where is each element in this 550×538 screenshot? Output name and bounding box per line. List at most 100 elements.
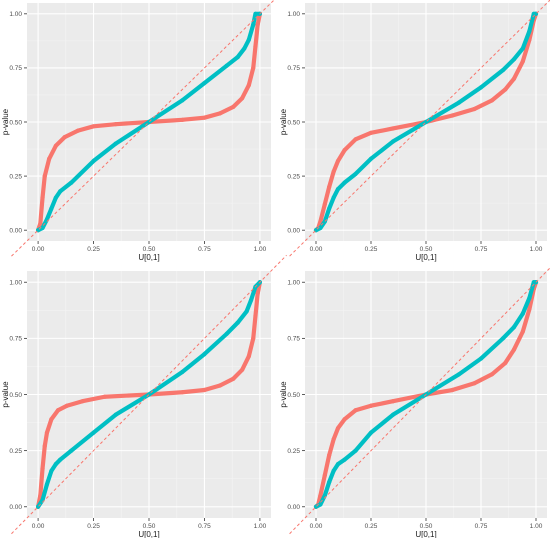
x-tick-label: 0.50 [420,246,433,253]
series-group [35,11,263,233]
series-1-point [331,437,336,442]
y-tick-label: 0.75 [9,336,22,343]
y-tick-label: 0.75 [287,336,300,343]
series-2-point [335,462,341,467]
series-1-point [511,347,517,352]
x-tick-label: 1.00 [254,523,267,530]
series-1-point [255,22,260,27]
series-2-point [527,295,532,301]
series-2-point [58,457,63,462]
series-2-point [91,430,96,435]
series-2-point [511,325,517,330]
series-2-point [478,356,484,361]
series-2-point [390,139,396,144]
series-1-point [450,387,455,393]
series-2-point [318,225,323,231]
series-2-point [235,54,240,60]
series-1-point [253,313,258,319]
series-1-point [353,408,358,413]
x-axis-title: U[0,1] [138,530,159,538]
series-2-point [49,468,54,473]
series-2-point [180,98,185,103]
x-tick-label: 0.50 [143,246,156,253]
y-tick-label: 0.25 [287,448,300,455]
series-1-point [180,390,185,395]
series-1-point [527,307,532,312]
series-1-point [64,403,70,408]
series-2-point [49,206,54,211]
x-axis-title: U[0,1] [415,530,436,538]
series-1-point [327,453,332,458]
series-2-point [368,156,374,161]
y-tick-label: 1.00 [9,280,22,287]
x-tick-label: 0.25 [87,523,100,530]
y-tick-label: 0.50 [287,119,300,126]
x-tick-label: 0.75 [475,523,488,530]
series-2-point [322,493,327,498]
series-2-point [511,57,517,62]
series-2-point [456,100,462,105]
series-1-point [489,372,495,377]
x-tick-label: 0.25 [365,246,378,253]
series-1-point [511,76,517,81]
series-1-point [44,430,50,435]
series-1-point [322,473,327,478]
x-tick-label: 0.75 [475,246,488,253]
series-1-point [80,399,85,404]
series-1-point [503,87,508,92]
chart-panel-2: 0.00 0.00 0.25 0.25 0.50 0.50 0.75 0.75 1.00 1.00… [279,0,550,262]
series-group [313,11,539,233]
series-1-point [62,135,67,140]
series-1-point [217,111,223,116]
series-1-point [520,59,525,64]
y-tick-label: 0.75 [287,65,300,72]
series-1-point [318,219,323,224]
series-2-point [69,448,74,453]
series-1-point [353,137,358,142]
chart-panel-1: 0.00 0.00 0.25 0.25 0.50 0.50 0.75 0.75 1.00 1.00… [1,0,275,262]
series-2-point [335,186,341,192]
series-2-point [53,462,58,467]
y-tick-label: 0.50 [287,392,300,399]
series-1-point [40,466,45,471]
chart-panel-4: 0.00 0.00 0.25 0.25 0.50 0.50 0.75 0.75 1.00 1.00… [279,267,550,538]
x-tick-label: 0.25 [87,246,100,253]
series-2-point [235,320,240,325]
y-tick-label: 0.00 [287,227,300,234]
x-axis-title: U[0,1] [415,253,436,262]
series-1-point [342,148,347,153]
series-1-point [253,44,258,49]
series-2-point [224,331,229,336]
series-2-point [527,29,532,34]
series-1-point [489,98,495,103]
series-1-point [472,381,477,386]
series-1-point [231,104,236,109]
series-1-point [42,444,47,449]
y-tick-label: 0.00 [287,504,300,511]
series-2-point [246,37,251,42]
y-tick-label: 0.00 [9,227,22,234]
series-1-point [180,117,185,122]
series-2-point [180,369,185,375]
series-2-point [53,195,58,200]
series-2-point [58,189,63,194]
series-1-point [322,202,327,207]
series-1-point [202,115,207,120]
series-1-point [102,394,107,399]
series-1-point [53,143,58,148]
series-1-point [520,329,525,334]
series-2-point [40,225,45,231]
x-tick-label: 1.00 [254,246,267,253]
series-2-point [40,497,45,503]
series-2-point [353,448,358,453]
series-1-point [55,408,61,413]
series-2-point [224,63,229,68]
series-2-point [91,158,96,164]
series-2-point [500,336,506,341]
series-1-point [368,130,374,135]
series-2-point [248,298,254,303]
series-1-point [450,113,455,118]
y-tick-label: 0.75 [9,65,22,72]
series-1-point [113,122,118,127]
